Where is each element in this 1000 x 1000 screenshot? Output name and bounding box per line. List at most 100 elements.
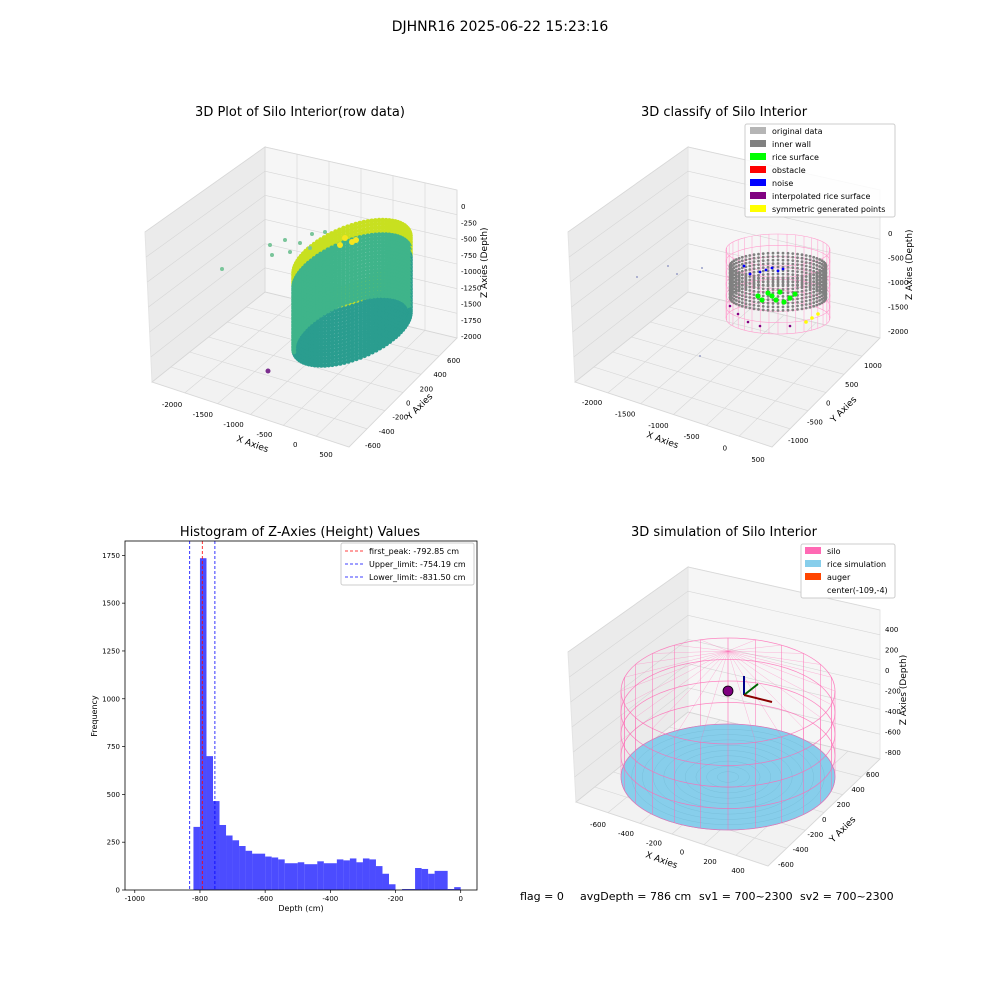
sim-y-tick-label: 0 xyxy=(822,816,826,824)
raw-point xyxy=(358,355,363,360)
raw-point xyxy=(377,342,383,347)
inner-wall-point xyxy=(804,296,808,299)
raw-3d-z-ticks: 0 -250 -500 -750 -1000 -1250 -1500 -1750 -2000 xyxy=(461,203,481,341)
legend-label: first_peak: -792.85 cm xyxy=(369,547,459,556)
inner-wall-point xyxy=(796,256,799,259)
raw-point xyxy=(337,314,343,319)
raw-point xyxy=(341,279,346,285)
raw-point xyxy=(329,306,335,312)
simulation-title: 3D simulation of Silo Interior xyxy=(631,525,818,540)
raw-point xyxy=(365,237,371,242)
inner-wall-point xyxy=(744,286,748,290)
inner-wall-point xyxy=(791,305,795,308)
raw-point xyxy=(376,293,382,299)
raw-point xyxy=(377,320,383,326)
raw-point xyxy=(369,268,375,274)
grid-line xyxy=(574,687,881,778)
raw-point xyxy=(329,295,335,301)
legend-label: symmetric generated points xyxy=(772,205,885,214)
raw-point xyxy=(322,330,328,336)
rice-surface-point xyxy=(787,295,793,301)
raw-point xyxy=(329,259,335,265)
silo-roof-line xyxy=(635,650,729,718)
raw-point xyxy=(361,234,367,240)
raw-point xyxy=(373,257,378,263)
symmetric-point xyxy=(816,312,820,316)
raw-point xyxy=(318,345,324,350)
inner-wall-point xyxy=(791,266,795,269)
raw-point xyxy=(373,261,378,267)
raw-y-tick-label: 600 xyxy=(447,357,460,365)
raw-point xyxy=(354,334,359,340)
inner-wall-point xyxy=(815,293,819,296)
raw-3d-points xyxy=(220,217,413,374)
raw-point xyxy=(337,227,342,233)
inner-wall-point xyxy=(800,289,804,293)
raw-point xyxy=(358,311,363,317)
inner-wall-point xyxy=(735,275,738,279)
classify-z-tick-label: -1000 xyxy=(888,279,908,287)
raw-point xyxy=(337,288,342,294)
raw-point xyxy=(353,272,359,277)
inner-wall-point xyxy=(791,269,795,273)
histogram-bar xyxy=(304,864,318,890)
inner-wall-point xyxy=(744,258,748,262)
inner-wall-point xyxy=(732,283,736,287)
legend-label: Lower_limit: -831.50 cm xyxy=(369,573,466,582)
raw-point xyxy=(349,350,355,356)
grid-line xyxy=(144,146,458,233)
raw-point xyxy=(325,301,331,307)
raw-point xyxy=(341,287,346,292)
raw-point xyxy=(353,268,359,274)
histogram-y-ticks: 0 250 500 750 1000 1250 1500 1750 xyxy=(102,552,125,895)
raw-point xyxy=(329,241,335,247)
raw-point xyxy=(357,296,363,302)
raw-point xyxy=(325,251,331,256)
inner-wall-point xyxy=(800,284,804,288)
raw-point xyxy=(333,329,339,335)
grid-line xyxy=(571,219,881,308)
raw-point xyxy=(361,245,367,250)
sim-y-tick-label: 400 xyxy=(851,786,864,794)
raw-point xyxy=(376,243,382,248)
raw-point xyxy=(369,258,375,263)
raw-point xyxy=(377,306,383,311)
inner-wall-point xyxy=(761,262,765,266)
noise-point xyxy=(781,267,785,271)
raw-point xyxy=(341,360,347,365)
raw-point xyxy=(361,284,367,290)
raw-point xyxy=(345,289,350,294)
raw-point xyxy=(318,363,324,368)
noise-point xyxy=(770,266,774,270)
y-tick-label: 1000 xyxy=(102,695,120,703)
inner-wall-point xyxy=(796,280,799,284)
raw-point xyxy=(376,268,382,273)
raw-point xyxy=(354,342,359,347)
legend-swatch xyxy=(750,205,766,212)
raw-point xyxy=(333,276,338,281)
inner-wall-point xyxy=(800,263,804,267)
raw-point xyxy=(345,348,351,353)
inner-wall-point xyxy=(748,292,752,296)
raw-point xyxy=(345,228,350,233)
raw-point xyxy=(321,292,327,298)
raw-point xyxy=(361,295,367,301)
sim-x-tick-label: -200 xyxy=(646,839,662,847)
inner-wall-point xyxy=(815,274,819,278)
inner-wall-point xyxy=(761,280,765,283)
raw-point xyxy=(353,221,359,227)
raw-point xyxy=(361,223,367,229)
raw-point xyxy=(341,290,346,296)
histogram-bar xyxy=(402,889,416,890)
inner-wall-point xyxy=(748,268,752,271)
raw-point xyxy=(337,263,342,269)
raw-point xyxy=(329,329,335,335)
inner-wall-point xyxy=(766,287,770,291)
classify-y-tick-label: -1000 xyxy=(788,437,808,445)
inner-wall-point xyxy=(820,297,824,301)
raw-point xyxy=(345,359,351,364)
raw-point xyxy=(308,246,312,250)
raw-point xyxy=(361,227,367,232)
raw-point xyxy=(318,258,324,264)
raw-point xyxy=(369,306,375,312)
